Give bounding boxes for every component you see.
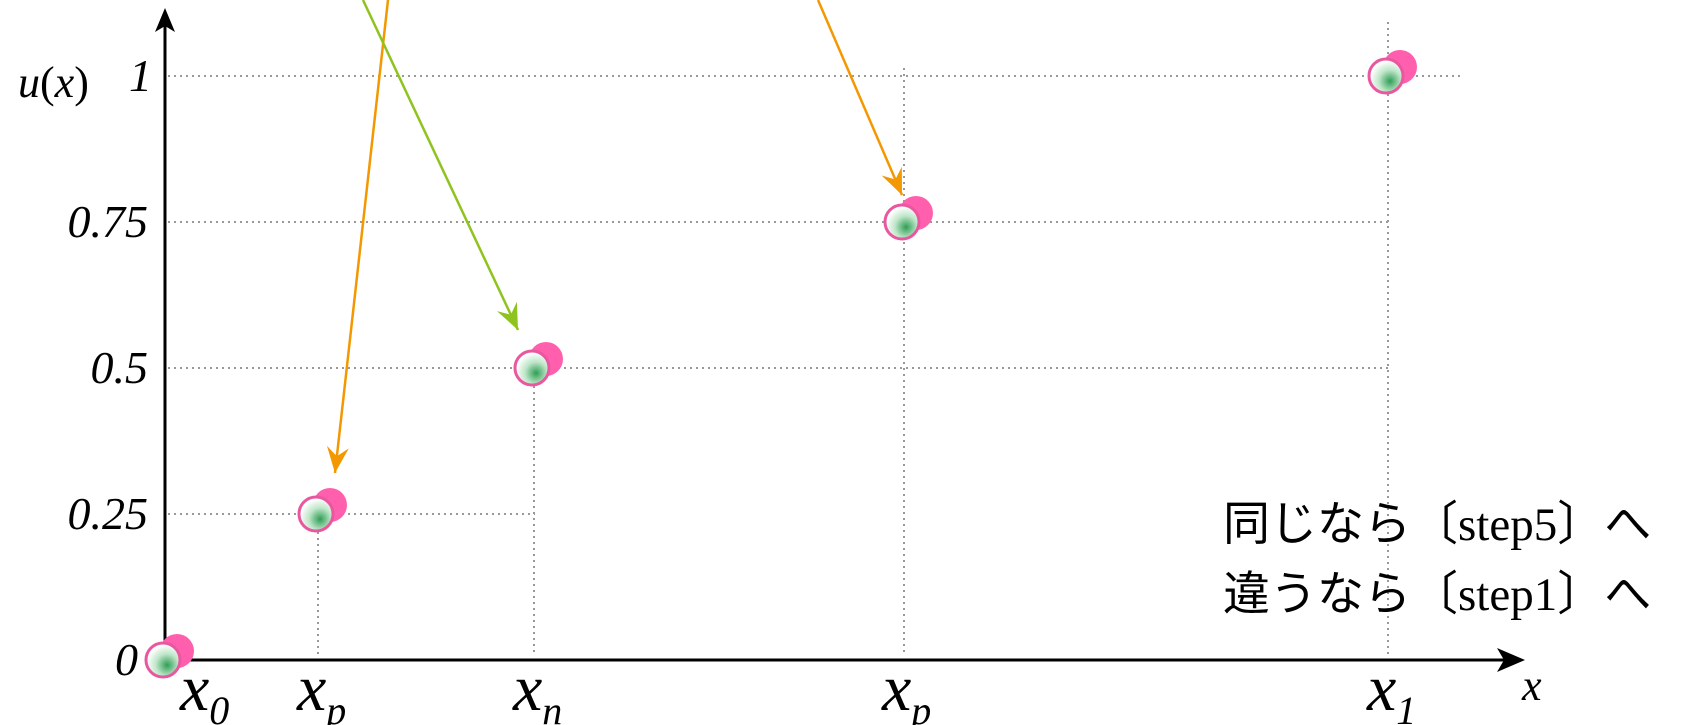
data-point [297, 488, 347, 533]
annotation-line-1: 同じなら〔step5〕へ [1223, 497, 1651, 552]
pointer-arrow [816, 0, 904, 196]
pointer-arrowhead [326, 445, 349, 473]
pointer-arrowhead [496, 301, 518, 330]
grid-lines [168, 22, 1460, 655]
data-point [513, 342, 563, 387]
x-tick-label: xp [881, 652, 931, 725]
arrows [326, 0, 904, 474]
pointer-arrow [333, 0, 390, 474]
pointer-arrow [361, 0, 520, 331]
y-axis-label: u(x) [18, 58, 89, 107]
x-tick-label: xn [512, 652, 562, 725]
pointer-arrowhead [881, 166, 902, 195]
annotation-line-2: 違うなら〔step1〕へ [1223, 567, 1651, 622]
x-tick-labels: x0 xp xn xp x1 [179, 652, 1416, 725]
y-axis-arrowhead [155, 8, 175, 32]
y-tick-label: 0.25 [68, 488, 149, 539]
x-axis-label: x [1521, 661, 1542, 710]
y-tick-label: 0 [115, 634, 138, 685]
x-axis-arrowhead [1497, 648, 1525, 672]
y-tick-label: 0.5 [91, 342, 149, 393]
y-tick-label: 1 [129, 50, 152, 101]
data-points [144, 50, 1417, 679]
y-tick-label: 0.75 [68, 196, 149, 247]
data-point [1367, 50, 1417, 95]
x-tick-label: xp [296, 652, 346, 725]
data-point [883, 196, 933, 241]
x-tick-label: x1 [1366, 652, 1416, 725]
y-tick-labels: 0 0.25 0.5 0.75 1 [68, 50, 153, 685]
data-point [144, 634, 194, 679]
